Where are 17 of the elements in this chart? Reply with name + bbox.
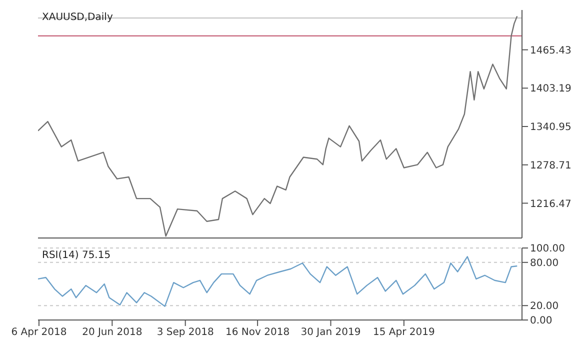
x-tick-label: 20 Jun 2018	[82, 327, 142, 338]
y-tick-label: 0.00	[530, 316, 552, 327]
y-tick-label: 1216.47	[530, 198, 572, 210]
x-tick-label: 15 Apr 2019	[373, 327, 435, 338]
y-tick-label: 1465.43	[530, 45, 572, 56]
y-tick-label: 1278.71	[530, 160, 572, 172]
x-tick-label: 3 Sep 2018	[156, 327, 214, 338]
y-tick-label: 1340.95	[530, 122, 572, 134]
y-tick-label: 1403.19	[530, 84, 572, 95]
chart-title: XAUUSD,Daily	[42, 12, 113, 23]
x-tick-label: 6 Apr 2018	[11, 327, 67, 338]
x-tick-label: 30 Jan 2019	[300, 327, 361, 338]
y-tick-label: 20.00	[530, 301, 559, 312]
y-tick-label: 80.00	[530, 258, 559, 269]
chart-title: RSI(14) 75.15	[42, 250, 111, 261]
y-tick-label: 100.00	[530, 244, 565, 255]
x-tick-label: 16 Nov 2018	[226, 327, 290, 338]
